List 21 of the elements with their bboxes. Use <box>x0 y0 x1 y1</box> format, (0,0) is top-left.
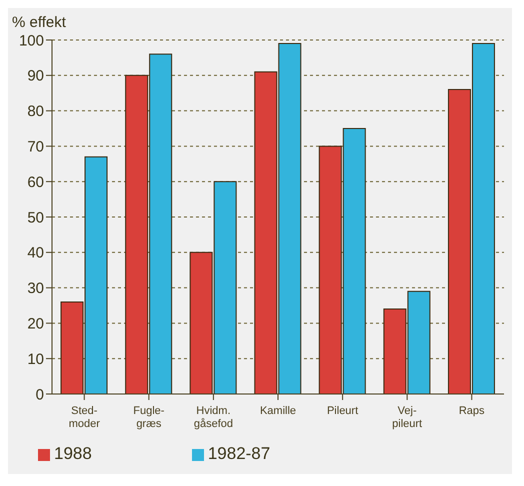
y-tick-label: 50 <box>27 209 44 226</box>
y-tick-label: 70 <box>27 138 44 156</box>
x-tick-label: Kamille <box>260 405 296 417</box>
y-tick-label: 90 <box>27 68 44 85</box>
y-tick-label: 10 <box>27 350 44 368</box>
y-axis-title: % effekt <box>12 14 66 31</box>
x-tick-label: Fugle- græs <box>133 405 165 430</box>
y-tick-label: 80 <box>27 103 44 120</box>
x-tick-label: Raps <box>458 405 486 417</box>
y-tick-label: 40 <box>27 244 44 262</box>
x-tick-label: Sted- moder <box>68 405 100 430</box>
x-tick-label: Vej- pileurt <box>392 405 422 430</box>
y-tick-label: 0 <box>36 386 44 404</box>
legend-label: 1988 <box>54 444 92 463</box>
y-tick-label: 30 <box>27 280 44 298</box>
y-tick-label: 100 <box>18 32 44 50</box>
x-tick-label: Pileurt <box>326 405 358 417</box>
legend-label: 1982-87 <box>208 444 270 463</box>
x-tick-label: Hvidm. gåsefod <box>194 405 234 430</box>
y-tick-label: 20 <box>27 316 44 333</box>
y-tick-label: 60 <box>27 174 44 191</box>
